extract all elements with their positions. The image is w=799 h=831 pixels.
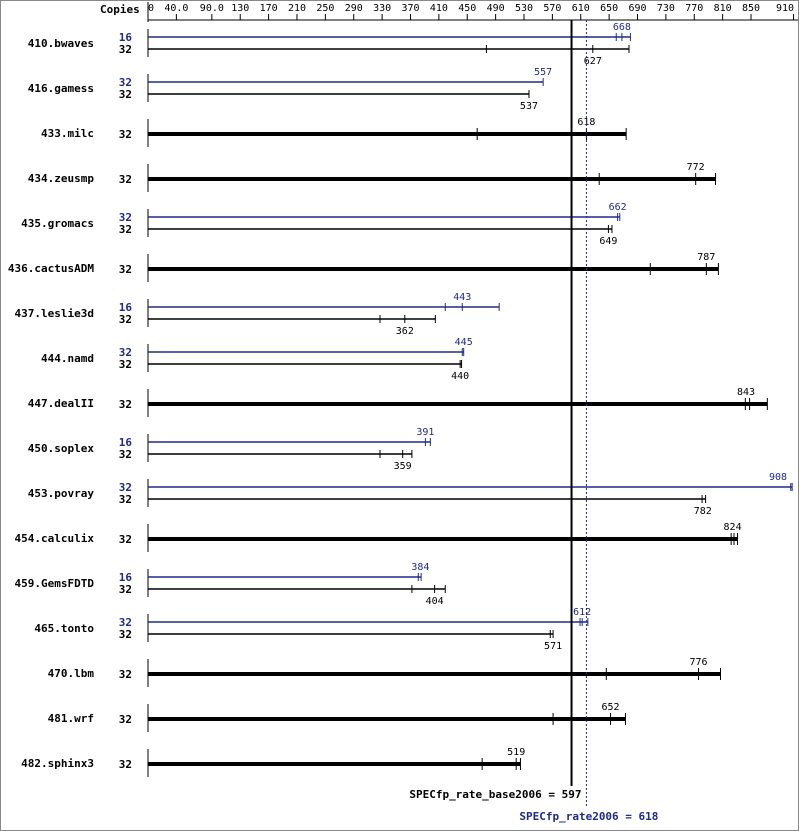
x-tick-label: 250 [316,3,334,14]
value-label: 627 [584,56,602,67]
category-label: 435.gromacs [21,217,94,230]
value-label: 443 [453,292,471,303]
copies-label: 32 [119,713,132,726]
value-label: 776 [689,657,707,668]
value-label: 649 [599,236,617,247]
x-tick-label: 850 [742,3,760,14]
x-tick-label: 690 [628,3,646,14]
copies-label: 16 [119,436,133,449]
value-label: 652 [602,702,620,713]
copies-label: 16 [119,31,133,44]
value-label: 782 [694,506,712,517]
category-label: 447.dealII [28,397,94,410]
x-tick-label: 290 [345,3,363,14]
x-tick-label: 530 [515,3,533,14]
x-tick-label: 410 [430,3,448,14]
x-tick-label: 810 [714,3,732,14]
x-tick-label: 610 [572,3,590,14]
value-label: 362 [396,326,414,337]
category-label: 465.tonto [34,622,94,635]
value-label: 612 [573,607,591,618]
x-tick-label: 730 [657,3,675,14]
copies-label: 32 [119,346,132,359]
value-label: 384 [411,562,429,573]
x-tick-label: 170 [260,3,278,14]
value-label: 404 [426,596,444,607]
x-tick-label: 0 [148,3,154,14]
copies-label: 32 [119,398,132,411]
copies-label: 32 [119,583,132,596]
value-label: 391 [416,427,434,438]
copies-label: 32 [119,313,132,326]
copies-label: 32 [119,223,132,236]
x-tick-label: 650 [600,3,618,14]
copies-label: 32 [119,76,132,89]
value-label: 662 [609,202,627,213]
copies-label: 32 [119,43,132,56]
copies-label: 32 [119,211,132,224]
copies-label: 32 [119,668,132,681]
x-tick-label: 370 [401,3,419,14]
copies-label: 32 [119,173,132,186]
category-label: 436.cactusADM [8,262,94,275]
x-tick-label: 90.0 [200,3,224,14]
value-label: 787 [697,252,715,263]
value-label: 618 [577,117,595,128]
copies-label: 32 [119,358,132,371]
value-label: 571 [544,641,562,652]
copies-label: 32 [119,263,132,276]
value-label: 824 [724,522,742,533]
category-label: 433.milc [41,127,94,140]
x-tick-label: 490 [487,3,505,14]
reference-label: SPECfp_rate_base2006 = 597 [409,788,581,801]
copies-label: 32 [119,493,132,506]
x-tick-label: 330 [373,3,391,14]
x-tick-label: 770 [685,3,703,14]
axis-label: Copies [100,3,140,16]
copies-label: 16 [119,301,133,314]
category-label: 470.lbm [48,667,95,680]
value-label: 772 [687,162,705,173]
category-label: 459.GemsFDTD [15,577,95,590]
value-label: 557 [534,67,552,78]
category-label: 437.leslie3d [15,307,94,320]
category-label: 482.sphinx3 [21,757,94,770]
category-label: 454.calculix [15,532,95,545]
copies-label: 32 [119,128,132,141]
category-label: 453.povray [28,487,95,500]
copies-label: 16 [119,571,133,584]
x-tick-label: 570 [543,3,561,14]
copies-label: 32 [119,758,132,771]
value-label: 537 [520,101,538,112]
copies-label: 32 [119,616,132,629]
x-tick-label: 910 [776,3,794,14]
category-label: 444.namd [41,352,94,365]
x-tick-label: 210 [288,3,306,14]
copies-label: 32 [119,448,132,461]
copies-label: 32 [119,88,132,101]
category-label: 410.bwaves [28,37,94,50]
value-label: 445 [455,337,473,348]
x-tick-label: 130 [231,3,249,14]
value-label: 843 [737,387,755,398]
copies-label: 32 [119,533,132,546]
value-label: 668 [613,22,631,33]
category-label: 481.wrf [48,712,94,725]
copies-label: 32 [119,628,132,641]
value-label: 359 [394,461,412,472]
x-tick-label: 450 [458,3,476,14]
x-tick-label: 40.0 [164,3,188,14]
value-label: 519 [507,747,525,758]
value-label: 908 [769,472,787,483]
category-label: 416.gamess [28,82,94,95]
copies-label: 32 [119,481,132,494]
reference-label: SPECfp_rate2006 = 618 [519,810,658,823]
category-label: 450.soplex [28,442,95,455]
category-label: 434.zeusmp [28,172,95,185]
value-label: 440 [451,371,469,382]
